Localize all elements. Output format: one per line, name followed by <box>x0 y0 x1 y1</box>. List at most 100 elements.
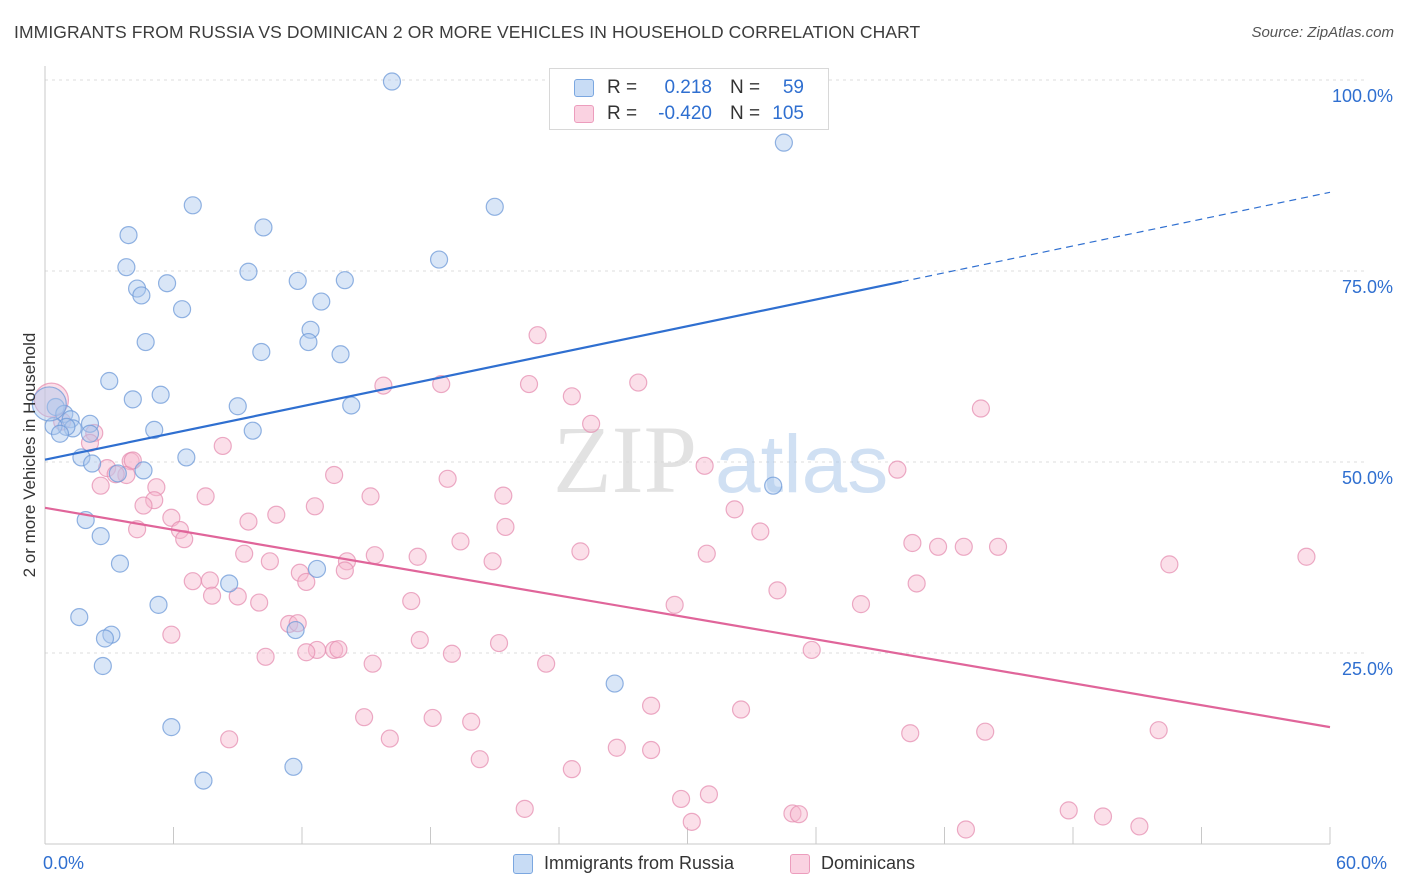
data-point <box>438 469 457 488</box>
data-point <box>1297 547 1316 566</box>
data-point <box>731 700 751 719</box>
source-label: Source: ZipAtlas.com <box>1251 24 1394 41</box>
data-point <box>432 374 451 394</box>
data-point <box>901 724 920 743</box>
data-point <box>562 760 581 779</box>
data-point <box>183 196 202 215</box>
data-point <box>903 533 922 553</box>
data-point <box>515 799 534 818</box>
data-point <box>290 563 309 582</box>
data-point <box>483 552 502 571</box>
data-point <box>307 559 327 579</box>
data-point <box>220 730 239 749</box>
stats-r-label: R = <box>607 103 638 124</box>
data-point <box>671 789 691 809</box>
data-point <box>519 374 539 394</box>
data-point <box>783 804 802 823</box>
stats-r-value: -0.420 <box>658 103 712 124</box>
data-point <box>971 399 991 418</box>
data-point <box>239 262 258 281</box>
y-tick-label: 25.0% <box>1342 659 1393 679</box>
data-point <box>220 574 239 593</box>
y-tick-labels: 25.0% 50.0% 75.0% 100.0% <box>1332 86 1393 679</box>
data-point <box>342 396 361 415</box>
data-point <box>489 633 509 653</box>
stats-n-value: 105 <box>772 103 804 124</box>
series-immigrants-from-russia <box>31 72 793 790</box>
data-point <box>699 785 719 804</box>
data-point <box>442 644 462 663</box>
data-point <box>641 696 661 715</box>
data-point <box>988 537 1008 556</box>
data-point <box>267 505 286 524</box>
data-point <box>907 574 926 593</box>
data-point <box>607 738 626 757</box>
data-point <box>641 740 661 760</box>
data-point <box>331 345 350 364</box>
stats-row-russia: R = 0.218 N = 59 <box>550 75 828 101</box>
data-point <box>451 532 470 551</box>
trend-line-dominicans <box>44 506 1331 729</box>
data-point <box>91 476 110 495</box>
data-point <box>95 629 115 648</box>
data-point <box>110 554 130 573</box>
y-tick-label: 100.0% <box>1332 86 1393 106</box>
data-point <box>956 820 976 839</box>
data-point <box>151 385 170 404</box>
data-point <box>256 647 275 666</box>
data-point <box>134 496 153 515</box>
data-point <box>1130 817 1149 836</box>
data-point <box>335 561 354 580</box>
data-point <box>145 491 164 510</box>
data-point <box>789 805 808 824</box>
data-point <box>286 620 305 640</box>
data-point <box>605 674 624 693</box>
data-point <box>288 614 307 633</box>
data-point <box>260 552 279 571</box>
watermark-zip: ZIP <box>553 406 697 513</box>
data-point <box>363 654 382 673</box>
data-point <box>297 643 316 662</box>
data-point <box>582 414 601 433</box>
data-point <box>802 640 821 660</box>
data-point <box>697 544 716 563</box>
data-point <box>725 500 744 519</box>
data-point <box>665 595 684 614</box>
data-point <box>50 424 70 443</box>
data-point <box>361 487 380 506</box>
data-point <box>410 630 429 650</box>
data-point <box>751 522 770 541</box>
data-point <box>254 218 273 237</box>
data-point <box>562 387 581 406</box>
data-point <box>954 537 973 556</box>
data-point <box>213 436 232 456</box>
data-point <box>1093 807 1113 826</box>
data-point <box>429 250 449 269</box>
data-point <box>172 300 192 319</box>
legend: Immigrants from Russia Dominicans <box>0 852 1406 878</box>
data-point <box>299 332 318 352</box>
data-point <box>682 812 701 831</box>
data-point <box>537 654 556 673</box>
stats-r-value: 0.218 <box>664 77 712 98</box>
data-point <box>305 497 324 516</box>
legend-swatch-blue <box>513 854 533 874</box>
data-point <box>325 465 344 485</box>
stats-n-label: N = <box>730 103 761 124</box>
data-point <box>382 72 402 91</box>
data-point <box>528 326 547 345</box>
data-point <box>928 537 948 556</box>
data-point <box>380 729 399 748</box>
data-point <box>312 292 331 311</box>
data-point <box>202 586 222 605</box>
data-point <box>365 546 384 565</box>
x-tick-max: 60.0% <box>1336 853 1388 873</box>
trend-line-russia <box>44 280 902 461</box>
stats-r-label: R = <box>607 77 638 98</box>
data-point <box>123 390 142 409</box>
data-point <box>91 527 110 546</box>
data-point <box>80 424 100 443</box>
data-point <box>470 750 489 769</box>
data-point <box>194 771 213 790</box>
